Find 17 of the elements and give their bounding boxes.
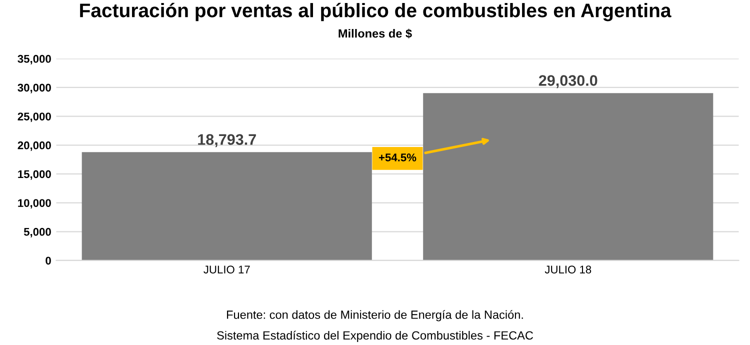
y-tick-label: 0 xyxy=(46,256,51,265)
text: Sistema Estadístico del Expendio de Combustibles - FECAC xyxy=(217,330,534,342)
y-tick-label: 15,000 xyxy=(18,170,51,180)
x-tick-label: JULIO 18 xyxy=(544,266,592,274)
data-label: 29,030.0 xyxy=(538,75,598,88)
y-tick-label: 35,000 xyxy=(18,54,51,64)
y-tick-label: 20,000 xyxy=(18,141,51,151)
x-tick-label: JULIO 17 xyxy=(204,266,250,274)
y-tick-label: 25,000 xyxy=(18,112,51,122)
chart-title: Facturación por ventas al público de combustibles en Argentina xyxy=(80,2,672,22)
data-label: 18,793.7 xyxy=(198,134,256,148)
source-note: Fuente: con datos de Ministerio de Energía de la Nación. xyxy=(227,310,523,322)
y-tick-label: 10,000 xyxy=(18,199,51,209)
annotation: +54.5% xyxy=(378,154,416,162)
y-tick-label: 5,000 xyxy=(24,228,51,238)
y-tick-label: 30,000 xyxy=(18,84,51,94)
chart-subtitle: Millones de $ xyxy=(338,28,412,38)
